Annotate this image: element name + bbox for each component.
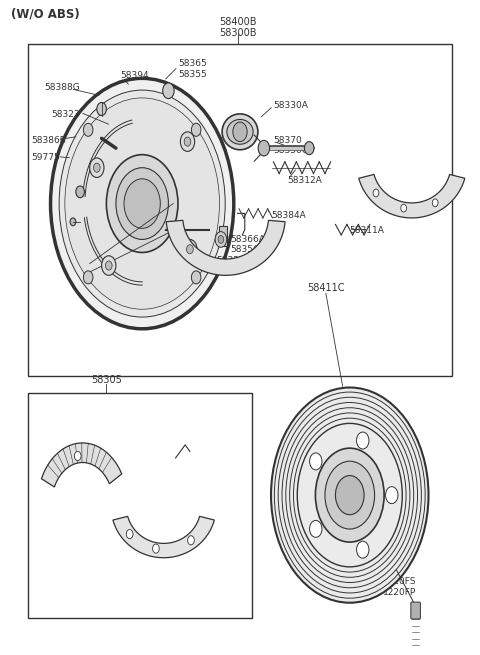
Circle shape <box>153 544 159 553</box>
Circle shape <box>192 271 201 284</box>
Text: 58350G: 58350G <box>274 146 309 155</box>
Circle shape <box>385 487 398 504</box>
Bar <box>218 227 227 246</box>
Circle shape <box>282 403 418 588</box>
Circle shape <box>310 453 322 470</box>
Circle shape <box>289 413 410 577</box>
Circle shape <box>180 132 195 151</box>
Text: 58394: 58394 <box>120 71 149 81</box>
Text: 58305: 58305 <box>91 375 122 384</box>
Circle shape <box>106 261 112 270</box>
Text: 58388G: 58388G <box>44 83 80 92</box>
Circle shape <box>183 240 197 259</box>
Text: 58384A: 58384A <box>271 211 306 220</box>
Circle shape <box>357 541 369 558</box>
Text: 58411C: 58411C <box>307 284 345 293</box>
Circle shape <box>163 83 174 98</box>
Polygon shape <box>166 220 285 275</box>
Circle shape <box>124 179 160 229</box>
Text: 58386B: 58386B <box>32 136 66 145</box>
Circle shape <box>84 123 93 136</box>
Circle shape <box>74 451 81 460</box>
Text: 58356A: 58356A <box>230 245 265 253</box>
Text: 1220FP: 1220FP <box>383 588 417 597</box>
Circle shape <box>116 168 168 240</box>
Circle shape <box>90 158 104 178</box>
Ellipse shape <box>227 119 253 144</box>
Polygon shape <box>41 443 122 487</box>
Circle shape <box>76 186 84 198</box>
Polygon shape <box>113 516 215 558</box>
Circle shape <box>184 137 191 146</box>
Circle shape <box>102 255 116 275</box>
Bar <box>28 393 252 618</box>
Text: 58365: 58365 <box>178 59 207 68</box>
Circle shape <box>336 476 364 515</box>
Circle shape <box>325 461 374 529</box>
Text: 58366A: 58366A <box>230 235 265 244</box>
Circle shape <box>304 141 314 155</box>
Circle shape <box>50 79 234 329</box>
Text: 59775: 59775 <box>32 153 60 162</box>
Text: 58400B: 58400B <box>219 17 256 28</box>
FancyBboxPatch shape <box>411 602 420 619</box>
Circle shape <box>65 98 219 309</box>
Text: 58322B: 58322B <box>216 256 251 265</box>
Circle shape <box>70 218 76 226</box>
Text: 58300B: 58300B <box>219 28 256 38</box>
Text: 58311A: 58311A <box>349 227 384 235</box>
Circle shape <box>357 432 369 449</box>
Circle shape <box>126 529 133 538</box>
Circle shape <box>432 199 438 207</box>
Circle shape <box>286 407 414 582</box>
Text: 58370: 58370 <box>274 136 302 145</box>
Circle shape <box>187 245 193 253</box>
Text: (W/O ABS): (W/O ABS) <box>11 8 80 21</box>
Circle shape <box>107 155 178 252</box>
Circle shape <box>59 90 225 317</box>
Text: 1220FS: 1220FS <box>383 577 417 586</box>
Circle shape <box>278 398 421 593</box>
Bar <box>28 44 452 377</box>
Text: 58355: 58355 <box>178 70 207 79</box>
Text: 58323: 58323 <box>51 111 80 119</box>
Text: 58330A: 58330A <box>274 102 308 110</box>
Circle shape <box>401 204 407 212</box>
Circle shape <box>373 189 379 197</box>
Circle shape <box>310 520 322 537</box>
Circle shape <box>218 236 224 244</box>
Circle shape <box>271 388 429 603</box>
Circle shape <box>293 418 406 572</box>
Circle shape <box>315 448 384 542</box>
Circle shape <box>215 232 227 248</box>
Circle shape <box>84 271 93 284</box>
Circle shape <box>258 140 270 156</box>
Circle shape <box>275 392 425 598</box>
Circle shape <box>188 536 194 545</box>
Text: 58312A: 58312A <box>288 176 323 185</box>
Ellipse shape <box>222 114 258 150</box>
Circle shape <box>233 122 247 141</box>
Circle shape <box>192 123 201 136</box>
Polygon shape <box>359 174 465 218</box>
Circle shape <box>97 102 107 115</box>
Circle shape <box>94 163 100 172</box>
